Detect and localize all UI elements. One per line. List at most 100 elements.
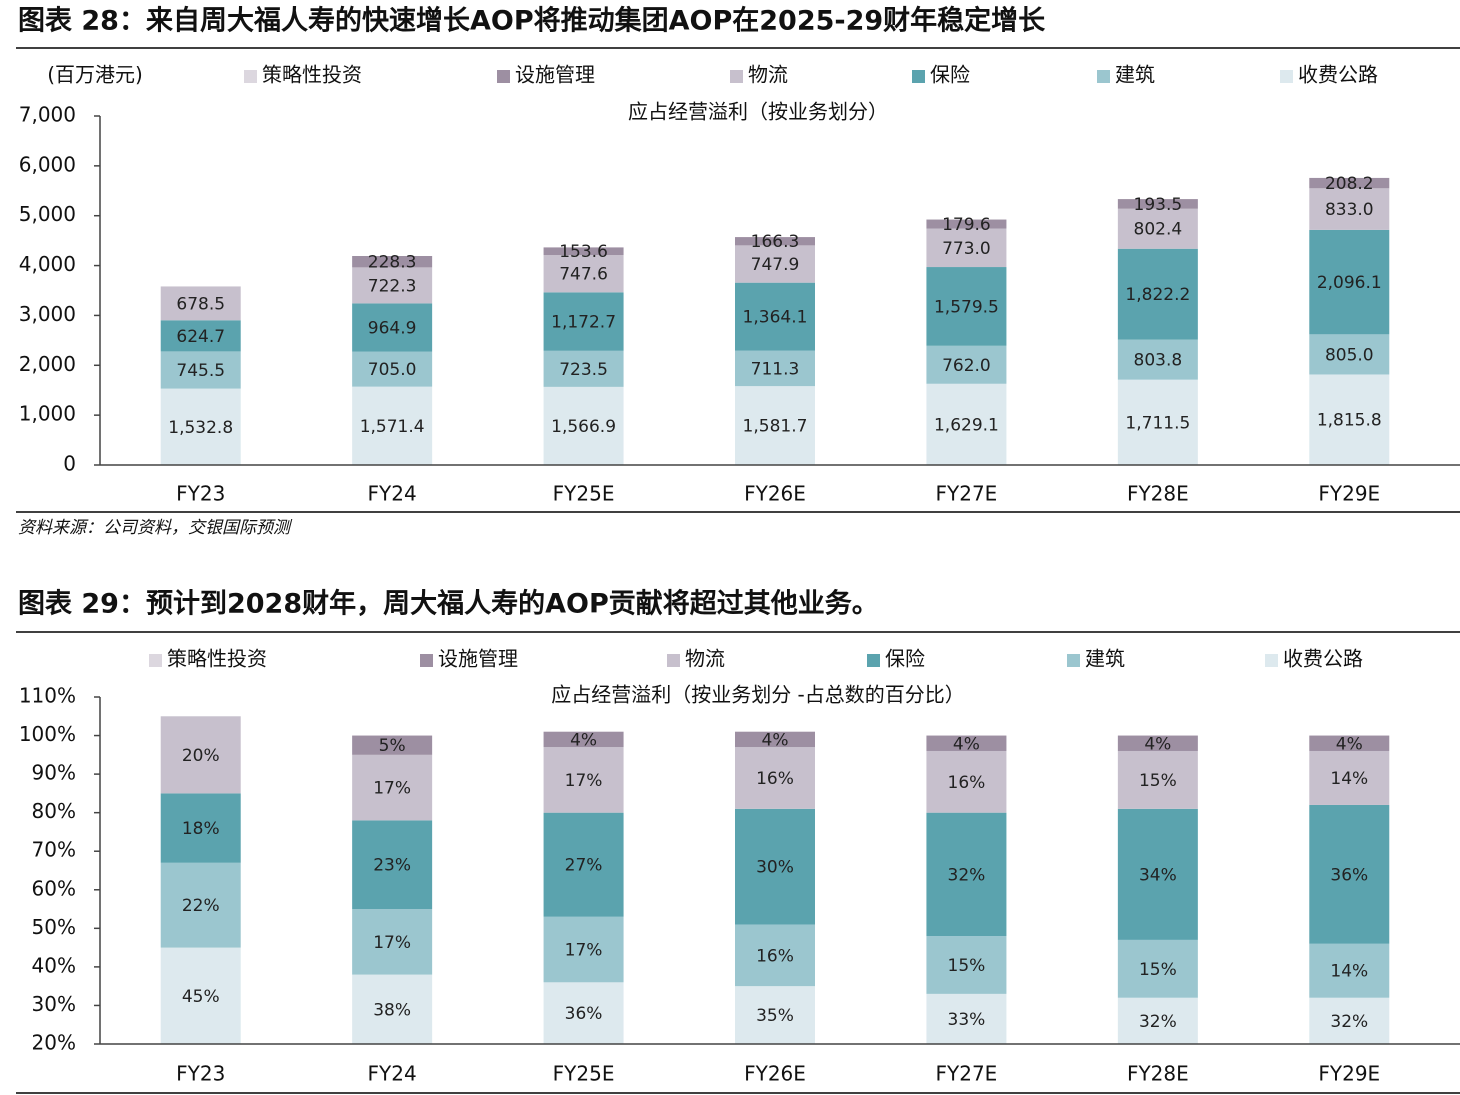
value-label: 747.6: [559, 265, 608, 285]
bar-segment: [735, 350, 815, 387]
value-label: 15%: [1139, 771, 1177, 791]
value-label: 1,711.5: [1125, 413, 1190, 433]
value-label: 27%: [565, 856, 603, 876]
legend-label: 设施管理: [515, 63, 595, 87]
value-label: 33%: [948, 1010, 986, 1030]
bar-segment: [926, 383, 1007, 465]
x-tick-label: FY24: [368, 482, 417, 506]
bar-segment: [1309, 750, 1390, 805]
bar-segment: [352, 303, 433, 352]
bar-segment: [1117, 808, 1198, 940]
value-label: 15%: [1139, 960, 1177, 980]
bar-segment: [543, 731, 624, 748]
bar-segment: [735, 731, 815, 748]
y-tick-label: 7,000: [19, 103, 76, 127]
legend-swatch: [1280, 70, 1293, 83]
value-label: 17%: [373, 779, 411, 799]
bar-segment: [1309, 188, 1390, 230]
bar-segment: [1117, 939, 1198, 998]
bar-segment: [543, 747, 624, 813]
value-label: 1,629.1: [934, 415, 999, 435]
value-label: 773.0: [942, 239, 991, 259]
x-tick-label: FY23: [176, 482, 225, 506]
value-label: 17%: [565, 771, 603, 791]
value-label: 23%: [373, 856, 411, 876]
value-label: 30%: [756, 858, 794, 878]
legend-swatch: [420, 654, 433, 667]
bar-segment: [735, 386, 815, 465]
bar-segment: [735, 237, 815, 246]
x-tick-label: FY23: [176, 1062, 225, 1086]
bar-segment: [160, 947, 241, 1044]
value-label: 678.5: [176, 294, 225, 314]
value-label: 179.6: [942, 215, 991, 235]
legend-label: 策略性投资: [167, 647, 267, 671]
legend-label: 保险: [930, 63, 970, 87]
value-label: 45%: [182, 987, 220, 1007]
bar-segment: [1117, 750, 1198, 809]
legend-swatch: [912, 70, 925, 83]
value-label: 723.5: [559, 360, 608, 380]
bar-segment: [1309, 177, 1390, 189]
bar-segment: [1309, 997, 1390, 1044]
legend-swatch: [1097, 70, 1110, 83]
value-label: 4%: [953, 734, 980, 754]
value-label: 762.0: [942, 356, 991, 376]
value-label: 1,815.8: [1317, 411, 1382, 431]
bar-segment: [1309, 334, 1390, 375]
value-label: 747.9: [751, 255, 800, 275]
bar-segment: [160, 793, 241, 863]
legend-label: 收费公路: [1298, 63, 1378, 87]
value-label: 805.0: [1325, 345, 1374, 365]
value-label: 32%: [1139, 1012, 1177, 1032]
bar-segment: [926, 345, 1007, 384]
y-tick-label: 30%: [32, 992, 76, 1016]
value-label: 722.3: [368, 276, 417, 296]
bar-segment: [735, 747, 815, 809]
value-label: 4%: [1336, 734, 1363, 754]
value-label: 1,566.9: [551, 417, 616, 437]
y-tick-label: 100%: [19, 722, 76, 746]
bar-segment: [1309, 943, 1390, 998]
legend-swatch: [1067, 654, 1080, 667]
y-tick-label: 1,000: [19, 402, 76, 426]
bar-segment: [352, 974, 433, 1044]
value-label: 1,581.7: [743, 417, 808, 437]
bar-segment: [926, 936, 1007, 994]
value-label: 803.8: [1134, 351, 1183, 371]
legend-swatch: [730, 70, 743, 83]
value-label: 16%: [756, 769, 794, 789]
value-label: 38%: [373, 1000, 411, 1020]
bar-segment: [1309, 229, 1390, 335]
bar-segment: [1117, 208, 1198, 249]
bar-segment: [926, 750, 1007, 813]
bar-segment: [1309, 735, 1390, 751]
legend-label: 收费公路: [1283, 647, 1363, 671]
value-label: 802.4: [1134, 220, 1183, 240]
bar-segment: [1117, 379, 1198, 465]
value-label: 153.6: [559, 242, 608, 262]
x-tick-label: FY28E: [1127, 482, 1189, 506]
value-label: 20%: [182, 746, 220, 766]
bar-segment: [160, 716, 241, 794]
legend-label: 建筑: [1115, 63, 1155, 87]
x-tick-label: FY26E: [744, 482, 806, 506]
value-label: 1,571.4: [360, 417, 425, 437]
bar-segment: [926, 735, 1007, 751]
value-label: 208.2: [1325, 174, 1374, 194]
bar-segment: [352, 256, 433, 268]
bar-segment: [543, 292, 624, 351]
x-tick-label: FY24: [368, 1062, 417, 1086]
value-label: 711.3: [751, 359, 800, 379]
legend-swatch: [244, 70, 257, 83]
value-label: 745.5: [176, 361, 225, 381]
y-tick-label: 40%: [32, 953, 76, 977]
bar-segment: [352, 267, 433, 304]
bar-segment: [543, 247, 624, 256]
bar-segment: [543, 350, 624, 387]
bar-segment: [1309, 804, 1390, 944]
bar-segment: [160, 862, 241, 948]
value-label: 4%: [762, 730, 789, 750]
legend-label: 保险: [885, 647, 925, 671]
